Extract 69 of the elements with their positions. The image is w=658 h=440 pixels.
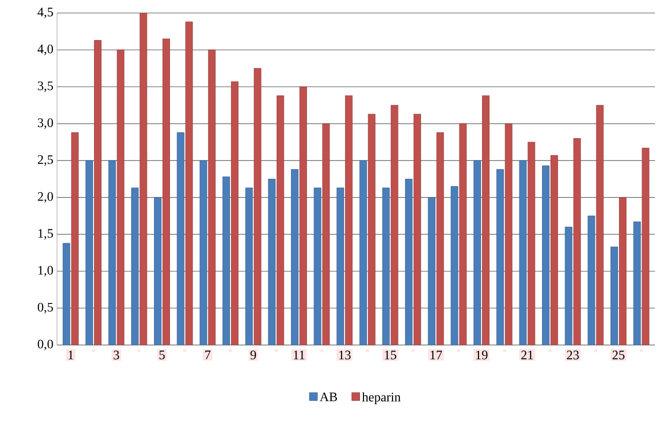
y-tick-label: 0,0 <box>38 340 53 350</box>
bar <box>610 246 618 345</box>
legend-label: AB <box>320 392 337 402</box>
bar <box>185 22 193 345</box>
bar <box>94 40 102 345</box>
bar <box>619 197 626 345</box>
x-tick-label: 25 <box>612 350 624 360</box>
bar <box>596 105 604 345</box>
bar <box>108 160 116 345</box>
bar <box>276 95 284 345</box>
bar <box>405 178 413 345</box>
bar <box>428 197 436 345</box>
bar <box>322 123 330 345</box>
bar <box>140 12 148 345</box>
bar <box>368 114 376 345</box>
bar <box>162 38 170 345</box>
bar <box>299 86 307 345</box>
bar <box>86 160 93 345</box>
bar <box>116 50 124 345</box>
bar <box>588 216 596 345</box>
x-tick-label: 5 <box>160 350 165 360</box>
bar <box>414 114 422 345</box>
bar <box>436 132 444 345</box>
bar <box>131 188 139 345</box>
bar <box>154 197 162 345</box>
bar <box>200 160 208 345</box>
bar <box>345 95 353 345</box>
x-tick-label: 19 <box>476 350 488 360</box>
x-tick-label: 21 <box>521 350 533 360</box>
y-tick-label: 2,5 <box>38 155 53 166</box>
x-tick-label: 1 <box>68 350 74 360</box>
bar <box>573 138 581 345</box>
bar <box>459 123 467 345</box>
y-tick-label: 2,0 <box>38 192 53 203</box>
y-tick-label: 4,5 <box>38 8 53 18</box>
y-tick-label: 3,5 <box>38 81 53 92</box>
bar <box>359 160 367 345</box>
bar <box>390 105 398 345</box>
x-tick-label: 7 <box>205 350 211 360</box>
bar <box>290 169 298 345</box>
y-tick-label: 4,0 <box>38 44 53 56</box>
x-tick-label: 17 <box>430 350 442 360</box>
bar <box>642 148 650 345</box>
bar <box>482 95 490 345</box>
y-tick-label: 3,0 <box>38 118 53 129</box>
x-tick-label: 13 <box>339 350 351 360</box>
bar <box>222 176 230 345</box>
legend-label: heparin <box>362 392 401 404</box>
y-tick-label: 1,0 <box>38 266 53 277</box>
x-tick-label: 9 <box>250 350 256 360</box>
bar <box>564 226 572 345</box>
bar <box>474 160 481 345</box>
x-tick-label: 15 <box>384 350 396 360</box>
bar <box>550 155 558 345</box>
bar <box>336 188 344 345</box>
x-tick-label: 3 <box>114 350 120 360</box>
bar <box>496 169 504 345</box>
bar <box>528 142 536 345</box>
bar <box>231 81 238 345</box>
bar <box>542 166 550 345</box>
y-tick-label: 1,5 <box>38 229 53 240</box>
bar <box>208 50 216 345</box>
bar <box>254 68 262 345</box>
x-tick-label: 23 <box>566 350 579 360</box>
x-tick-label: 11 <box>294 350 304 360</box>
bar <box>71 132 79 345</box>
bar <box>504 123 512 345</box>
y-tick-label: 0,5 <box>38 302 53 314</box>
bar <box>268 178 276 345</box>
